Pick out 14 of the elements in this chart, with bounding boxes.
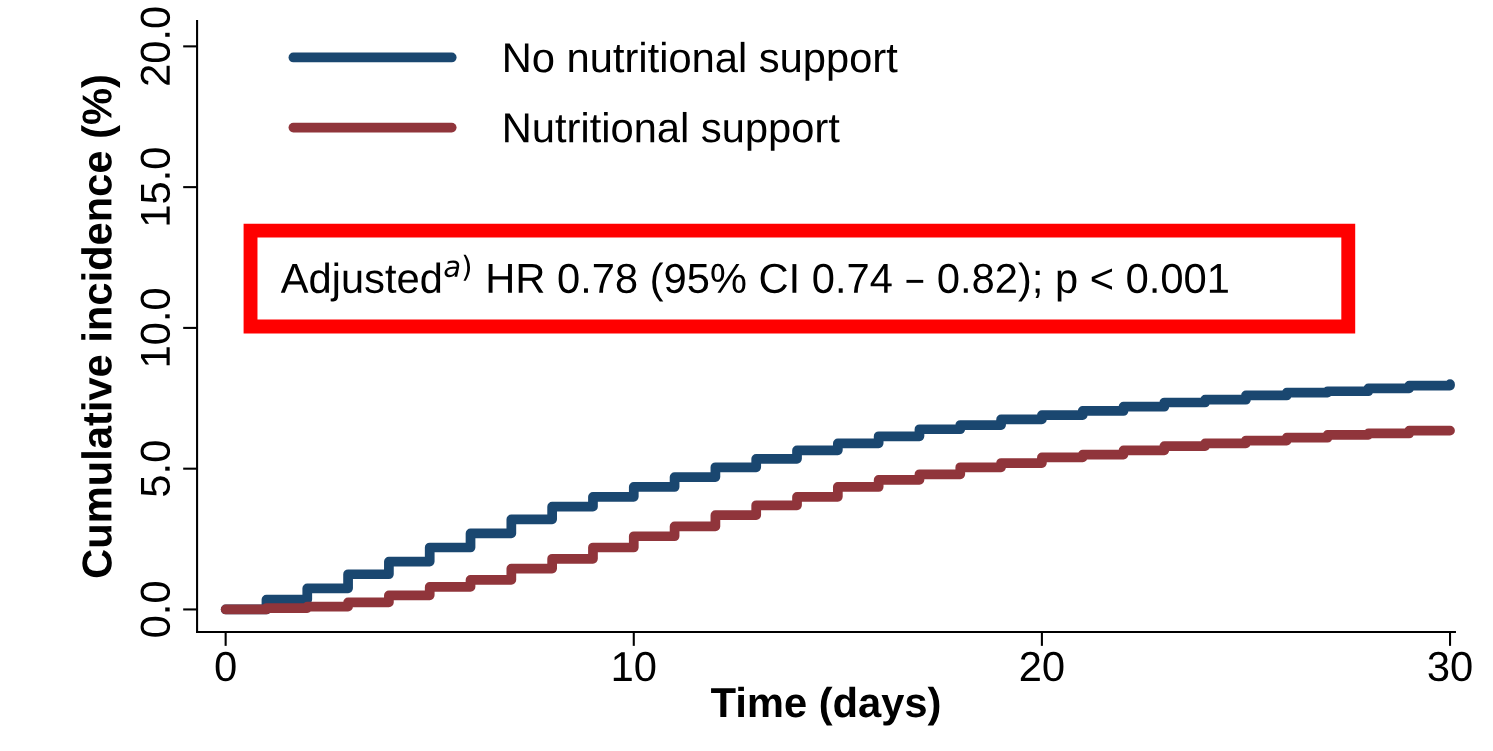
y-tick-label: 10.0 — [140, 288, 171, 366]
y-axis-title: Cumulative incidence (%) — [81, 76, 121, 578]
annotation: Adjusted$^{a)}$ HR 0.78 (95% CI 0.74 – 0.82); p < 0.001 — [280, 254, 1228, 302]
legend-label: Nutritional support — [505, 111, 840, 151]
x-tick-label: 30 — [1428, 651, 1472, 682]
x-tick-label: 0 — [215, 651, 236, 682]
legend-label: No nutritional support — [505, 41, 898, 81]
y-tick-label: 0.0 — [140, 582, 171, 637]
x-tick-label: 20 — [1020, 651, 1064, 682]
y-tick-label: 20.0 — [140, 7, 171, 85]
y-tick-label: 15.0 — [140, 148, 171, 225]
y-tick-label: 5.0 — [140, 441, 171, 496]
x-axis-title: Time (days) — [711, 686, 940, 726]
x-tick-label: 10 — [613, 651, 656, 682]
